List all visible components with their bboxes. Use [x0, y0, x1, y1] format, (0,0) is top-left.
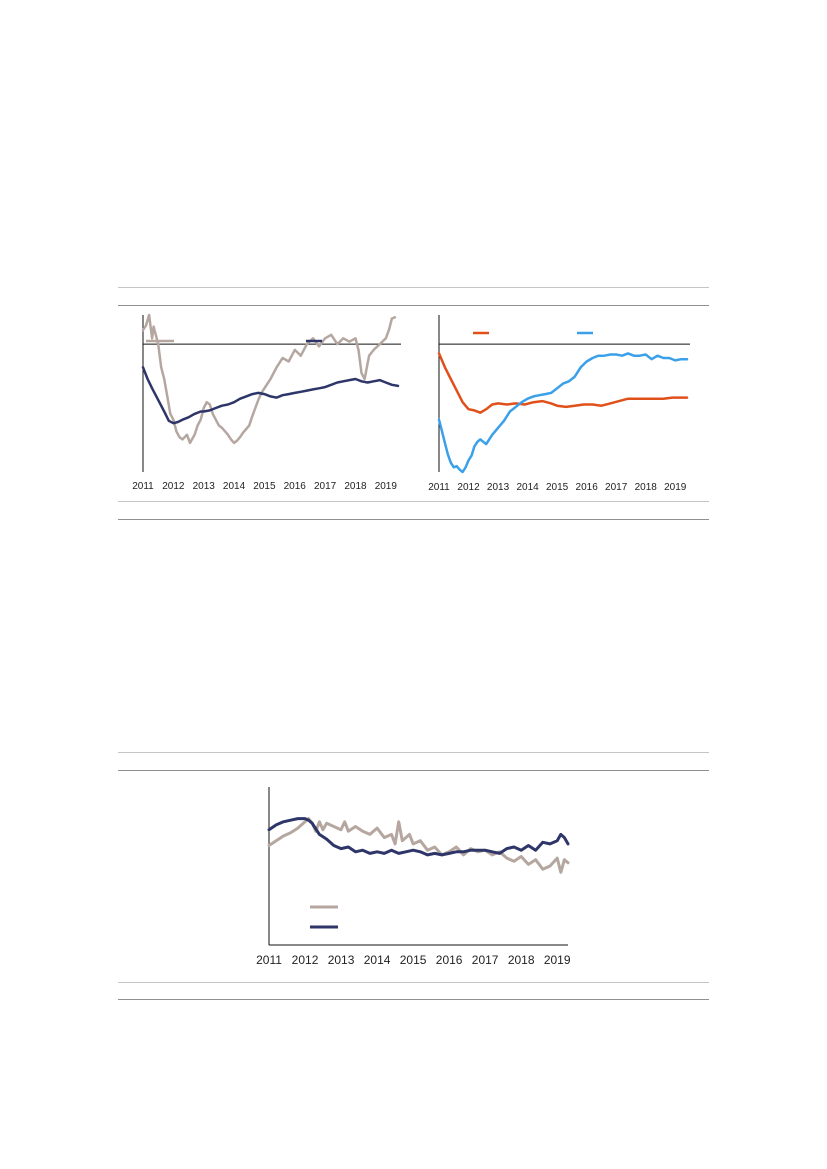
x-tick-label: 2011	[428, 482, 450, 493]
x-tick-label: 2012	[162, 481, 185, 492]
x-tick-label: 2016	[576, 482, 599, 493]
x-tick-label: 2013	[487, 482, 510, 493]
x-tick-label: 2017	[605, 482, 628, 493]
figure-bottom-rule	[118, 999, 709, 1000]
series-line-1	[141, 313, 397, 445]
x-tick-label: 2012	[457, 482, 480, 493]
x-tick-label: 2019	[375, 481, 398, 492]
figure-header-rule	[118, 770, 709, 771]
x-tick-label: 2015	[546, 482, 569, 493]
x-tick-label: 2018	[344, 481, 367, 492]
x-tick-label: 2014	[516, 482, 539, 493]
x-tick-label: 2018	[635, 482, 658, 493]
x-tick-label: 2017	[472, 953, 499, 967]
x-tick-label: 2011	[132, 481, 154, 492]
x-tick-label: 2019	[544, 953, 571, 967]
x-tick-label: 2012	[292, 953, 319, 967]
x-tick-label: 2016	[284, 481, 307, 492]
figure-bottom-rule	[118, 519, 709, 520]
x-tick-label: 2014	[223, 481, 246, 492]
x-tick-label: 2019	[664, 482, 687, 493]
x-tick-label: 2016	[436, 953, 463, 967]
series-line-1	[437, 352, 689, 414]
series-line-2	[267, 817, 570, 857]
x-tick-label: 2011	[256, 953, 282, 967]
x-tick-label: 2013	[328, 953, 355, 967]
series-line-2	[141, 366, 400, 425]
figure-footer-rule	[118, 982, 709, 983]
x-tick-label: 2015	[400, 953, 427, 967]
figure-top-rule	[118, 287, 709, 288]
x-tick-label: 2013	[193, 481, 216, 492]
x-tick-label: 2017	[314, 481, 337, 492]
x-tick-label: 2014	[364, 953, 391, 967]
x-tick-label: 2015	[253, 481, 276, 492]
figure-top-rule	[118, 752, 709, 753]
x-tick-label: 2018	[508, 953, 535, 967]
figure-header-rule	[118, 305, 709, 306]
figure-footer-rule	[118, 501, 709, 502]
series-line-2	[437, 352, 689, 474]
